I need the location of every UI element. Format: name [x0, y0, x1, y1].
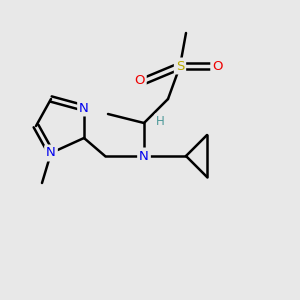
Text: O: O: [212, 59, 223, 73]
Text: O: O: [134, 74, 145, 88]
Text: H: H: [156, 115, 165, 128]
Text: N: N: [139, 149, 149, 163]
Text: S: S: [176, 59, 184, 73]
Text: N: N: [46, 146, 56, 160]
Text: N: N: [79, 101, 89, 115]
